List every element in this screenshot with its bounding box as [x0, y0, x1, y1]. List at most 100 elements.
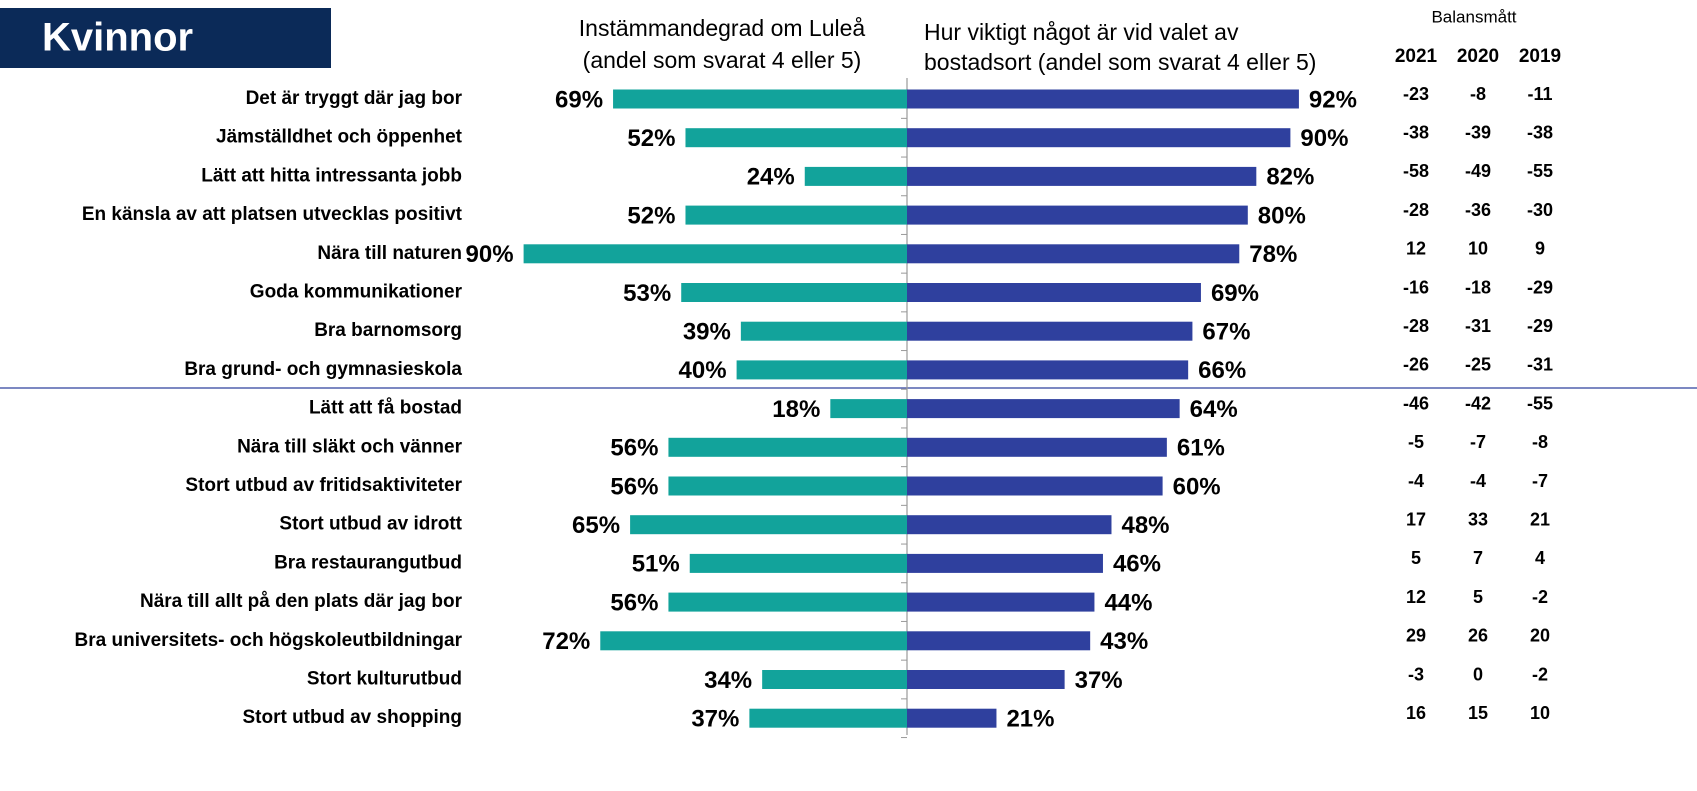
value-label: 52% — [627, 125, 675, 152]
value-label: 56% — [610, 473, 658, 500]
value-label: 82% — [1266, 164, 1314, 191]
bar — [736, 360, 907, 380]
category-label: Det är tryggt där jag bor — [246, 88, 463, 109]
year-header: 2020 — [1457, 46, 1499, 67]
bar — [907, 670, 1065, 689]
bar — [907, 244, 1240, 264]
bar — [907, 399, 1180, 419]
value-label: 21% — [1006, 706, 1054, 733]
bar — [830, 399, 907, 419]
bar — [907, 437, 1167, 457]
bar — [907, 89, 1299, 109]
balance-value: -25 — [1465, 355, 1491, 375]
value-label: 69% — [1211, 280, 1259, 307]
category-label: Bra grund- och gymnasieskola — [184, 359, 462, 380]
balance-value: 12 — [1406, 587, 1426, 607]
bar — [689, 553, 907, 573]
balance-value: -31 — [1465, 316, 1491, 336]
balance-value: 9 — [1535, 239, 1545, 259]
category-label: Stort utbud av fritidsaktiviteter — [185, 475, 462, 496]
bar — [907, 631, 1091, 651]
value-label: 44% — [1104, 589, 1152, 616]
value-label: 72% — [542, 628, 590, 655]
value-label: 51% — [632, 551, 680, 578]
right-header: bostadsort (andel som svarat 4 eller 5) — [924, 49, 1316, 75]
chart-title: Kvinnor — [42, 16, 193, 60]
balance-value: -3 — [1408, 664, 1424, 684]
balance-value: -28 — [1403, 200, 1429, 220]
bar — [668, 592, 907, 612]
bar — [907, 708, 997, 728]
balance-value: -26 — [1403, 355, 1429, 375]
balance-value: -36 — [1465, 200, 1491, 220]
value-label: 53% — [623, 280, 671, 307]
value-label: 43% — [1100, 628, 1148, 655]
value-label: 40% — [679, 357, 727, 384]
category-label: Stort utbud av idrott — [279, 514, 462, 535]
bar — [668, 476, 907, 496]
value-label: 46% — [1113, 551, 1161, 578]
category-label: En känsla av att platsen utvecklas posit… — [82, 204, 463, 225]
category-label: Stort kulturutbud — [307, 669, 462, 690]
bar — [668, 437, 907, 457]
value-label: 69% — [555, 86, 603, 113]
year-header: 2021 — [1395, 46, 1438, 67]
value-label: 56% — [610, 589, 658, 616]
balance-value: 16 — [1406, 703, 1426, 723]
balance-value: -7 — [1470, 432, 1486, 452]
category-label: Lätt att få bostad — [309, 398, 462, 419]
balance-value: 4 — [1535, 548, 1545, 568]
value-label: 64% — [1190, 396, 1238, 423]
balance-value: 5 — [1411, 548, 1421, 568]
year-header: 2019 — [1519, 46, 1561, 67]
balance-value: -8 — [1532, 432, 1548, 452]
value-label: 52% — [627, 202, 675, 229]
balance-value: -5 — [1408, 432, 1424, 452]
value-label: 34% — [704, 667, 752, 694]
balance-value: -2 — [1532, 587, 1548, 607]
left-header: Instämmandegrad om Luleå — [579, 15, 866, 41]
balance-value: -28 — [1403, 316, 1429, 336]
balance-value: 26 — [1468, 626, 1488, 646]
bar — [523, 244, 907, 264]
balance-title: Balansmått — [1431, 7, 1516, 26]
right-header: Hur viktigt något är vid valet av — [924, 19, 1239, 45]
balance-value: -31 — [1527, 355, 1553, 375]
value-label: 48% — [1121, 512, 1169, 539]
bar — [907, 283, 1201, 302]
category-label: Bra restaurangutbud — [274, 552, 462, 573]
bar — [685, 205, 907, 225]
bar — [600, 631, 907, 651]
value-label: 37% — [1075, 667, 1123, 694]
balance-value: -29 — [1527, 277, 1553, 297]
balance-value: -49 — [1465, 161, 1491, 181]
balance-value: -55 — [1527, 393, 1553, 413]
bar — [907, 515, 1112, 535]
balance-value: 15 — [1468, 703, 1488, 723]
category-label: Nära till allt på den plats där jag bor — [140, 591, 463, 612]
balance-value: 29 — [1406, 626, 1426, 646]
bar — [740, 321, 907, 341]
bar — [630, 515, 907, 535]
balance-value: 17 — [1406, 509, 1426, 529]
balance-value: 0 — [1473, 664, 1483, 684]
balance-value: -23 — [1403, 84, 1429, 104]
category-label: Lätt att hitta intressanta jobb — [201, 165, 462, 186]
value-label: 37% — [691, 706, 739, 733]
balance-value: -38 — [1403, 122, 1429, 142]
balance-value: 7 — [1473, 548, 1483, 568]
balance-value: -38 — [1527, 122, 1553, 142]
category-label: Stort utbud av shopping — [242, 707, 462, 728]
value-label: 66% — [1198, 357, 1246, 384]
balance-value: -7 — [1532, 471, 1548, 491]
balance-value: -11 — [1527, 84, 1552, 104]
category-label: Bra barnomsorg — [314, 320, 462, 341]
bar — [749, 708, 907, 728]
balance-value: -16 — [1403, 277, 1429, 297]
balance-value: 12 — [1406, 239, 1426, 259]
value-label: 39% — [683, 319, 731, 346]
value-label: 24% — [747, 164, 795, 191]
balance-value: 21 — [1530, 509, 1550, 529]
balance-value: -58 — [1403, 161, 1429, 181]
